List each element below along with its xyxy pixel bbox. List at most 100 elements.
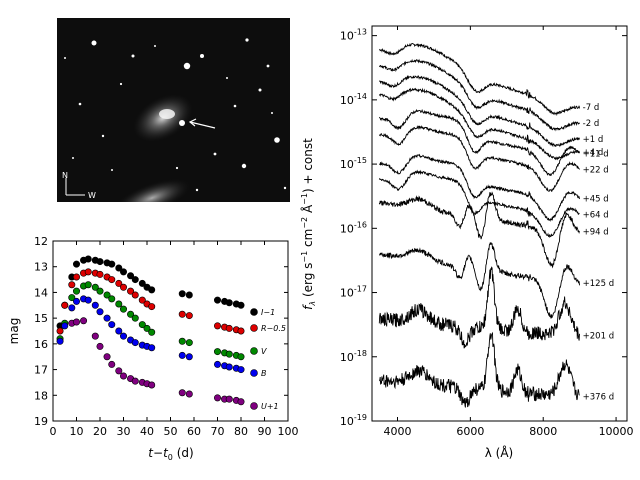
lc-point bbox=[73, 260, 81, 268]
lc-point bbox=[80, 295, 88, 303]
lc-point bbox=[91, 332, 99, 340]
lc-point bbox=[91, 301, 99, 309]
lc-point bbox=[80, 282, 88, 290]
lc-point bbox=[138, 378, 146, 386]
spectra-axes: 4000 6000 8000 10000 10-13 10-14 10-15 10-16 10-… bbox=[340, 26, 634, 438]
lc-point bbox=[68, 294, 76, 302]
spectrum-epoch-label: +94 d bbox=[583, 228, 609, 238]
lc-xtick-label: 40 bbox=[140, 425, 154, 438]
lc-point bbox=[237, 327, 245, 335]
lc-point bbox=[185, 390, 193, 398]
lc-point bbox=[115, 279, 123, 287]
lc-point bbox=[221, 362, 229, 370]
lc-xtick-label: 100 bbox=[278, 425, 299, 438]
lc-legend-marker bbox=[250, 347, 258, 355]
lc-point bbox=[56, 327, 64, 335]
spectrum-epoch-label: +45 d bbox=[583, 194, 609, 204]
lc-ytick-label: 13 bbox=[34, 261, 48, 274]
light-curve-points bbox=[56, 255, 245, 406]
lc-ytick-label: 14 bbox=[34, 286, 48, 299]
sp-xtick-label: 10000 bbox=[599, 425, 634, 438]
lc-legend-marker bbox=[250, 369, 258, 377]
sp-ytick-label: 10-17 bbox=[340, 285, 367, 300]
lc-point bbox=[232, 364, 240, 372]
spectrum-epoch-label: +376 d bbox=[583, 392, 614, 402]
lc-point bbox=[143, 324, 151, 332]
lc-point bbox=[237, 301, 245, 309]
spectrum-epoch-label: -2 d bbox=[583, 119, 600, 129]
lc-point bbox=[185, 291, 193, 299]
lc-point bbox=[91, 269, 99, 277]
lc-point bbox=[96, 258, 104, 266]
galaxy-field: N W bbox=[57, 18, 290, 202]
lc-point bbox=[127, 375, 135, 383]
spectrum-epoch-label: +1 d bbox=[583, 135, 604, 145]
lc-xtick-label: 0 bbox=[50, 425, 57, 438]
lc-point bbox=[91, 256, 99, 264]
lc-point bbox=[103, 314, 111, 322]
lc-point bbox=[56, 322, 64, 330]
lc-point bbox=[115, 264, 123, 272]
lc-point bbox=[80, 256, 88, 264]
compass bbox=[65, 178, 85, 196]
spectrum-epoch-label: -7 d bbox=[583, 103, 600, 113]
spectra-frame bbox=[371, 25, 628, 422]
lc-point bbox=[56, 337, 64, 345]
lc-xtick-label: 50 bbox=[164, 425, 178, 438]
lc-point bbox=[143, 380, 151, 388]
lc-ytick-label: 12 bbox=[34, 235, 48, 248]
spectrum-line bbox=[378, 74, 580, 148]
lc-point bbox=[73, 287, 81, 295]
light-curve-frame bbox=[52, 240, 289, 422]
lc-legend-marker bbox=[250, 402, 258, 410]
bright-galaxy bbox=[114, 179, 190, 202]
light-curve-ylabel: mag bbox=[7, 318, 21, 345]
lc-point bbox=[115, 327, 123, 335]
lc-point bbox=[61, 322, 69, 330]
lc-point bbox=[143, 342, 151, 350]
spectra-ylabel: fλ (erg s−1 cm−2 Å−1) + const bbox=[300, 138, 317, 310]
lc-xtick-label: 10 bbox=[70, 425, 84, 438]
light-curve-xlabel: t−t0 (d) bbox=[148, 446, 193, 462]
sp-xtick-label: 6000 bbox=[456, 425, 484, 438]
lc-point bbox=[68, 319, 76, 327]
lc-point bbox=[80, 317, 88, 325]
lc-ytick-label: 15 bbox=[34, 312, 48, 325]
lc-xtick-label: 20 bbox=[93, 425, 107, 438]
spectrum-line bbox=[378, 266, 580, 349]
lc-ytick-label: 19 bbox=[34, 415, 48, 428]
sp-ytick-label: 10-18 bbox=[340, 349, 367, 364]
spectrum-line bbox=[378, 58, 580, 132]
lc-legend-marker bbox=[250, 324, 258, 332]
spectrum-line bbox=[378, 125, 580, 192]
supernova-point bbox=[179, 120, 185, 126]
lc-point bbox=[148, 381, 156, 389]
lc-ytick-label: 17 bbox=[34, 364, 48, 377]
lc-point bbox=[120, 268, 128, 276]
lc-point bbox=[84, 255, 92, 263]
lc-point bbox=[68, 273, 76, 281]
lc-point bbox=[138, 296, 146, 304]
lc-point bbox=[178, 351, 186, 359]
spectrum-epoch-label: +125 d bbox=[583, 279, 614, 289]
sp-ytick-label: 10-16 bbox=[340, 220, 367, 235]
lc-point bbox=[120, 332, 128, 340]
lc-point bbox=[96, 342, 104, 350]
lc-legend-label: V bbox=[261, 347, 267, 356]
lc-point bbox=[108, 295, 116, 303]
sp-ytick-label: 10-13 bbox=[340, 28, 367, 43]
lc-point bbox=[148, 286, 156, 294]
spectrum-epoch-label: +11 d bbox=[583, 149, 609, 159]
lc-point bbox=[61, 301, 69, 309]
spectrum-epoch-label: +64 d bbox=[583, 210, 609, 220]
spectrum-line bbox=[378, 331, 580, 408]
lc-point bbox=[108, 260, 116, 268]
lc-point bbox=[225, 395, 233, 403]
lc-point bbox=[214, 360, 222, 368]
lc-legend-marker bbox=[250, 308, 258, 316]
lc-point bbox=[214, 322, 222, 330]
lc-point bbox=[143, 283, 151, 291]
lc-point bbox=[80, 269, 88, 277]
lc-point bbox=[131, 377, 139, 385]
sp-ytick-label: 10-15 bbox=[340, 156, 367, 171]
